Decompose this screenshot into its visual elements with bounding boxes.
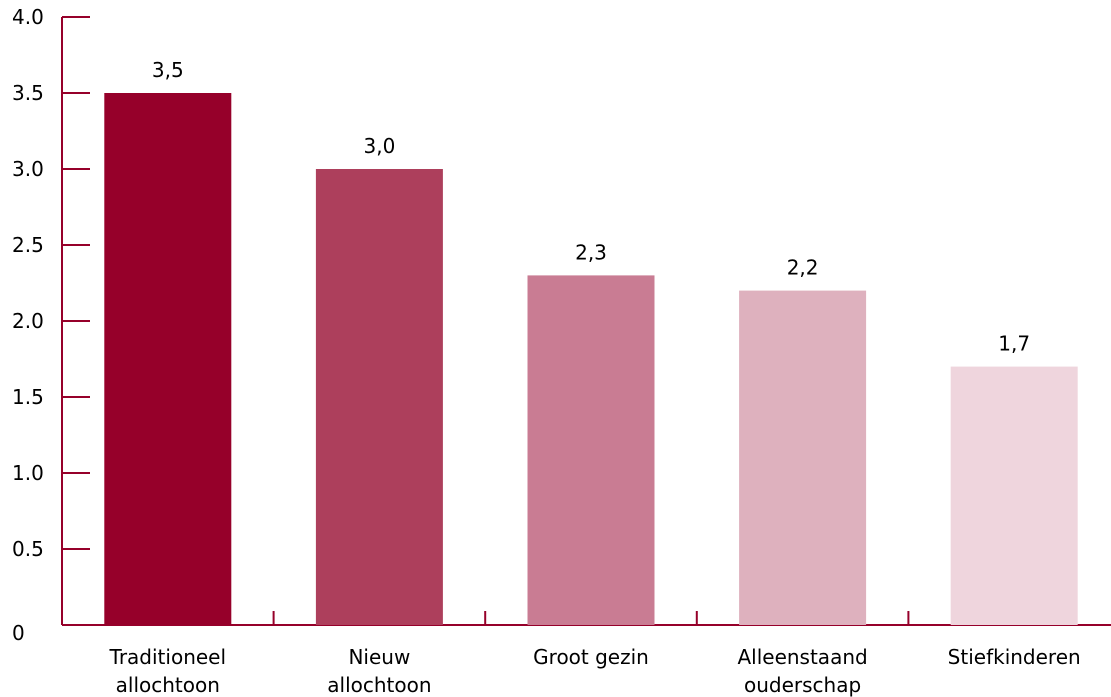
y-tick-label: 0: [12, 621, 25, 645]
y-tick-label: 2.5: [12, 233, 44, 257]
data-label: 3,0: [363, 134, 395, 158]
data-label: 2,2: [787, 256, 819, 280]
data-labels: 3,5 3,0 2,3 2,2 1,7: [152, 58, 1030, 356]
y-tick-label: 3.5: [12, 81, 44, 105]
y-tick-label: 1.0: [12, 461, 44, 485]
y-tick-label: 2.0: [12, 309, 44, 333]
bar: [315, 169, 443, 625]
category-label: Stiefkinderen: [948, 645, 1081, 669]
bar: [527, 275, 655, 625]
data-label: 1,7: [998, 332, 1030, 356]
y-tick-label: 4.0: [12, 5, 44, 29]
category-label: Nieuw allochtoon: [327, 645, 431, 697]
category-label: Alleenstaand ouderschap: [737, 645, 867, 697]
bars: [104, 93, 1078, 625]
category-label: Groot gezin: [533, 645, 649, 669]
category-label: Traditioneel allochtoon: [109, 645, 226, 697]
bar: [739, 290, 867, 625]
y-tick-label: 0.5: [12, 537, 44, 561]
y-axis: 0 0.5 1.0 1.5 2.0 2.5 3.0 3.5 4.0: [12, 5, 90, 645]
category-labels: Traditioneel allochtoon Nieuw allochtoon Gro…: [109, 645, 1081, 697]
data-label: 3,5: [152, 58, 184, 82]
data-label: 2,3: [575, 240, 607, 264]
bar: [104, 93, 232, 625]
bar: [950, 366, 1078, 625]
y-tick-label: 3.0: [12, 157, 44, 181]
y-tick-label: 1.5: [12, 385, 44, 409]
